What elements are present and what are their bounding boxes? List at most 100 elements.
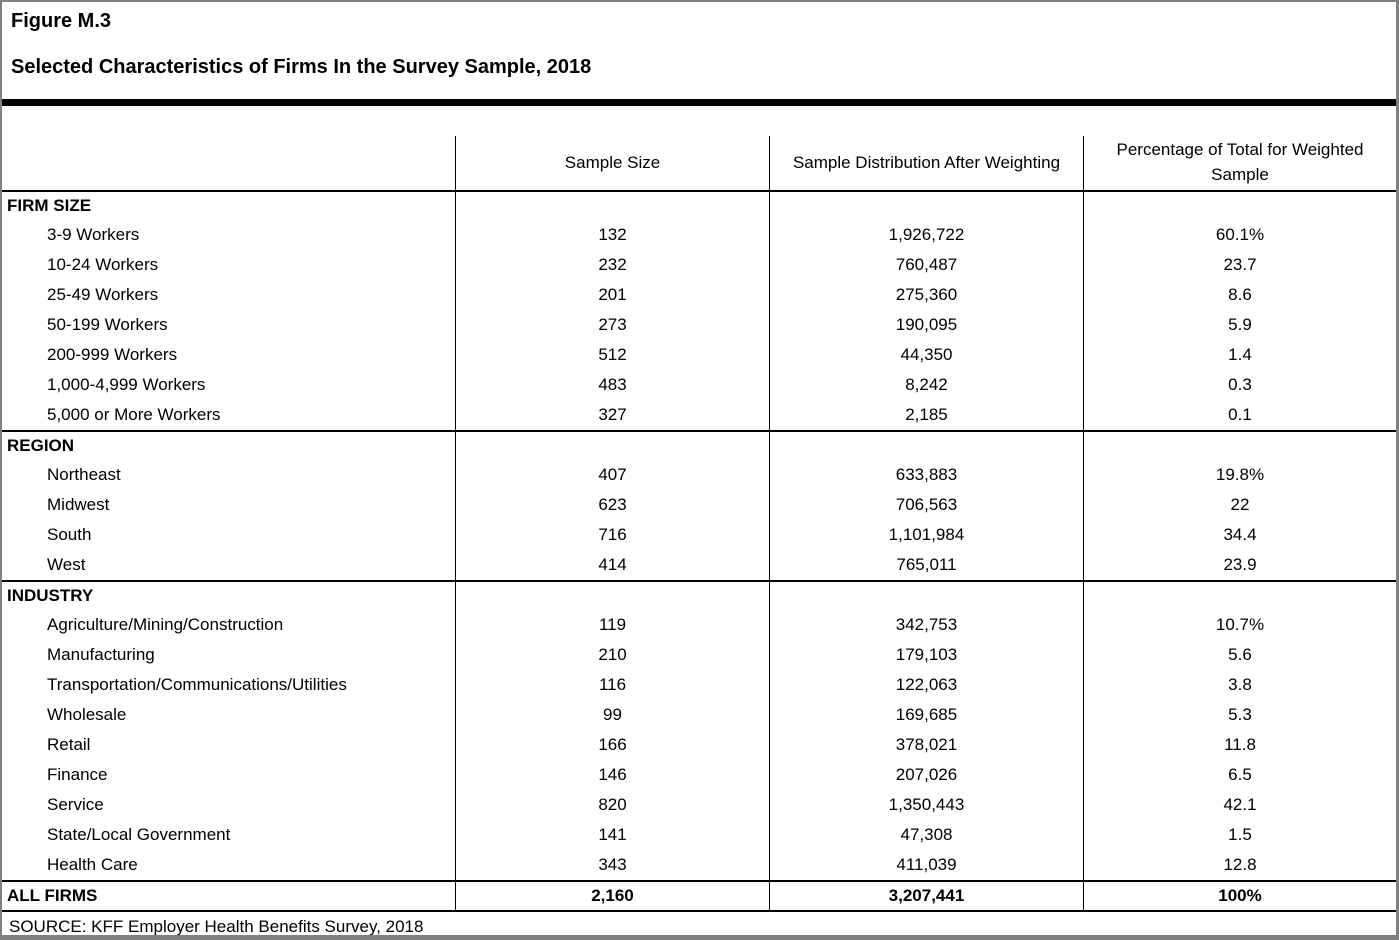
- distribution-cell: 122,063: [769, 670, 1083, 700]
- section-header-row: REGION: [2, 432, 1396, 460]
- total-sample-size-cell: 2,160: [455, 882, 769, 910]
- distribution-cell: 760,487: [769, 250, 1083, 280]
- distribution-cell: 179,103: [769, 640, 1083, 670]
- row-label: 25-49 Workers: [47, 285, 159, 304]
- percentage-cell: 12.8: [1083, 850, 1396, 880]
- empty-cell: [455, 432, 769, 460]
- distribution-cell: 2,185: [769, 400, 1083, 430]
- title-divider-rule: [2, 99, 1396, 106]
- section-header-label: REGION: [7, 436, 75, 455]
- table-row: 200-999 Workers 512 44,350 1.4: [2, 340, 1396, 370]
- empty-cell: [1083, 582, 1396, 610]
- row-label: Retail: [47, 735, 91, 754]
- table-row: 1,000-4,999 Workers 483 8,242 0.3: [2, 370, 1396, 400]
- sample-size-cell: 414: [455, 550, 769, 580]
- column-header-spacer: [2, 136, 455, 190]
- percentage-cell: 42.1: [1083, 790, 1396, 820]
- percentage-cell: 10.7%: [1083, 610, 1396, 640]
- empty-cell: [769, 192, 1083, 220]
- row-label: State/Local Government: [47, 825, 231, 844]
- row-label: South: [47, 525, 92, 544]
- percentage-cell: 8.6: [1083, 280, 1396, 310]
- distribution-cell: 207,026: [769, 760, 1083, 790]
- section-header-row: INDUSTRY: [2, 582, 1396, 610]
- row-label: 5,000 or More Workers: [47, 405, 221, 424]
- table-row: 10-24 Workers 232 760,487 23.7: [2, 250, 1396, 280]
- section-header-label: INDUSTRY: [7, 586, 94, 605]
- table-row: Northeast 407 633,883 19.8%: [2, 460, 1396, 490]
- percentage-cell: 0.1: [1083, 400, 1396, 430]
- column-header-distribution-label: Sample Distribution After Weighting: [792, 152, 1061, 172]
- distribution-cell: 1,350,443: [769, 790, 1083, 820]
- sample-size-cell: 116: [455, 670, 769, 700]
- total-percentage-cell: 100%: [1083, 882, 1396, 910]
- sample-size-cell: 141: [455, 820, 769, 850]
- row-label: Transportation/Communications/Utilities: [47, 675, 347, 694]
- distribution-cell: 8,242: [769, 370, 1083, 400]
- distribution-cell: 378,021: [769, 730, 1083, 760]
- section-header-row: FIRM SIZE: [2, 192, 1396, 220]
- table-row: Agriculture/Mining/Construction 119 342,75…: [2, 610, 1396, 640]
- sample-size-cell: 146: [455, 760, 769, 790]
- sample-size-cell: 166: [455, 730, 769, 760]
- percentage-cell: 5.9: [1083, 310, 1396, 340]
- sample-size-cell: 623: [455, 490, 769, 520]
- figure-number: Figure M.3: [11, 10, 112, 32]
- percentage-cell: 60.1%: [1083, 220, 1396, 250]
- table-row: Wholesale 99 169,685 5.3: [2, 700, 1396, 730]
- sample-size-cell: 273: [455, 310, 769, 340]
- row-label: 50-199 Workers: [47, 315, 168, 334]
- distribution-cell: 706,563: [769, 490, 1083, 520]
- row-label: 3-9 Workers: [47, 225, 140, 244]
- column-header-distribution: Sample Distribution After Weighting: [769, 136, 1083, 190]
- percentage-cell: 1.5: [1083, 820, 1396, 850]
- distribution-cell: 190,095: [769, 310, 1083, 340]
- table-row: Manufacturing 210 179,103 5.6: [2, 640, 1396, 670]
- table-row: 3-9 Workers 132 1,926,722 60.1%: [2, 220, 1396, 250]
- row-label: 10-24 Workers: [47, 255, 159, 274]
- figure-title: Selected Characteristics of Firms In the…: [11, 56, 592, 78]
- percentage-cell: 5.6: [1083, 640, 1396, 670]
- table-section-industry: INDUSTRY Agriculture/Mining/Construction 1…: [2, 580, 1396, 880]
- column-header-sample-size: Sample Size: [455, 136, 769, 190]
- title-block: Figure M.3 Selected Characteristics of F…: [2, 2, 1396, 99]
- sample-size-cell: 99: [455, 700, 769, 730]
- sample-size-cell: 119: [455, 610, 769, 640]
- column-header-percentage-label: Percentage of Total for Weighted Sample: [1116, 140, 1364, 184]
- sample-size-cell: 327: [455, 400, 769, 430]
- sample-size-cell: 232: [455, 250, 769, 280]
- sample-size-cell: 132: [455, 220, 769, 250]
- table-section-region: REGION Northeast 407 633,883 19.8% Midwest 623…: [2, 430, 1396, 580]
- percentage-cell: 5.3: [1083, 700, 1396, 730]
- distribution-cell: 765,011: [769, 550, 1083, 580]
- percentage-cell: 11.8: [1083, 730, 1396, 760]
- table-row: Health Care 343 411,039 12.8: [2, 850, 1396, 880]
- row-label: 200-999 Workers: [47, 345, 178, 364]
- table-body: FIRM SIZE 3-9 Workers 132 1,926,722 60.1% 10-…: [2, 192, 1396, 880]
- row-label: Midwest: [47, 495, 110, 514]
- distribution-cell: 342,753: [769, 610, 1083, 640]
- sample-size-cell: 483: [455, 370, 769, 400]
- table-row: Service 820 1,350,443 42.1: [2, 790, 1396, 820]
- row-label: Agriculture/Mining/Construction: [47, 615, 284, 634]
- table-row: 25-49 Workers 201 275,360 8.6: [2, 280, 1396, 310]
- table-row: 5,000 or More Workers 327 2,185 0.1: [2, 400, 1396, 430]
- row-label: Finance: [47, 765, 108, 784]
- percentage-cell: 6.5: [1083, 760, 1396, 790]
- total-row: ALL FIRMS 2,160 3,207,441 100%: [2, 880, 1396, 912]
- percentage-cell: 22: [1083, 490, 1396, 520]
- empty-cell: [769, 432, 1083, 460]
- distribution-cell: 633,883: [769, 460, 1083, 490]
- table-row: Finance 146 207,026 6.5: [2, 760, 1396, 790]
- empty-cell: [455, 582, 769, 610]
- distribution-cell: 411,039: [769, 850, 1083, 880]
- row-label: 1,000-4,999 Workers: [47, 375, 206, 394]
- sample-size-cell: 210: [455, 640, 769, 670]
- sample-size-cell: 512: [455, 340, 769, 370]
- distribution-cell: 1,101,984: [769, 520, 1083, 550]
- percentage-cell: 19.8%: [1083, 460, 1396, 490]
- percentage-cell: 3.8: [1083, 670, 1396, 700]
- column-header-row: Sample Size Sample Distribution After We…: [2, 106, 1396, 192]
- distribution-cell: 169,685: [769, 700, 1083, 730]
